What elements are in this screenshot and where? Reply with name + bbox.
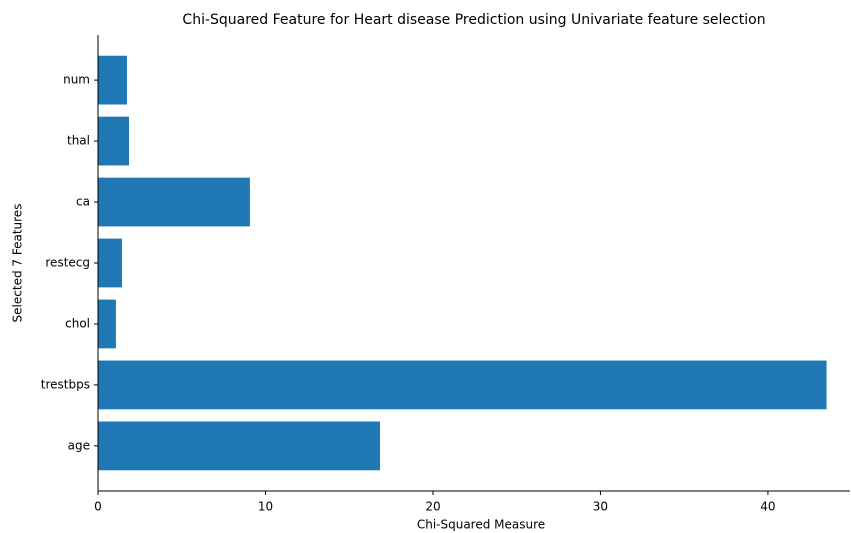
chart-title: Chi-Squared Feature for Heart disease Pr… (182, 12, 765, 28)
y-tick-label: trestbps (41, 377, 90, 391)
y-tick-label: restecg (45, 256, 90, 270)
y-tick-label: ca (76, 195, 90, 209)
y-axis-label: Selected 7 Features (11, 204, 25, 323)
bar (98, 299, 116, 349)
y-tick-label: num (63, 73, 90, 87)
x-axis-label: Chi-Squared Measure (417, 518, 545, 532)
bar (98, 116, 129, 166)
y-tick-label: thal (67, 134, 90, 148)
y-tick-label: chol (65, 316, 90, 330)
x-tick-label: 30 (593, 500, 608, 514)
bar (98, 177, 250, 227)
bar (98, 55, 127, 105)
x-tick-label: 10 (258, 500, 273, 514)
x-tick-label: 20 (425, 500, 440, 514)
x-tick-label: 40 (760, 500, 775, 514)
bar (98, 360, 827, 410)
y-tick-label: age (68, 438, 90, 452)
bar (98, 421, 381, 471)
x-tick-label: 0 (94, 500, 102, 514)
bar (98, 238, 122, 288)
